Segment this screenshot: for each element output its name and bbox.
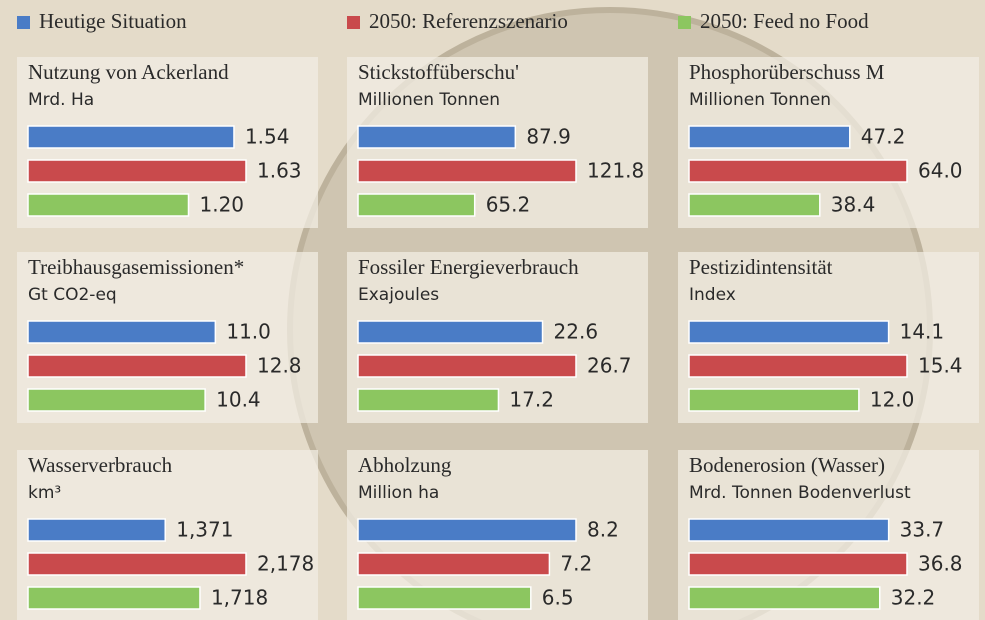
panel-subtitle: Million ha [358,483,439,503]
bar [27,518,166,542]
panel-subtitle: Mrd. Tonnen Bodenverlust [689,483,911,503]
panel-title: Abholzung [358,453,452,477]
bar [357,388,500,412]
value-label: 8.2 [587,518,619,542]
bar [688,388,860,412]
value-label: 12.8 [257,354,302,378]
bar [357,586,532,610]
bar [357,518,577,542]
bar [27,388,206,412]
legend-swatch [678,16,691,29]
legend-label: 2050: Feed no Food [700,9,869,33]
bar [688,518,890,542]
bar [27,354,247,378]
panel-subtitle: km³ [28,483,61,503]
value-label: 87.9 [526,125,571,149]
legend-swatch [17,16,30,29]
bar [27,159,247,183]
panel-subtitle: Gt CO2-eq [28,285,117,305]
value-label: 14.1 [900,320,945,344]
bar [357,354,577,378]
panel-title: Pestizidintensität [689,255,833,279]
value-label: 121.8 [587,159,644,183]
bar [688,354,908,378]
bar [27,320,217,344]
bar [27,586,201,610]
bar [688,159,908,183]
bar [357,125,517,149]
bar [357,193,476,217]
value-label: 22.6 [554,320,599,344]
bar [688,552,908,576]
value-label: 64.0 [918,159,963,183]
value-label: 12.0 [870,388,915,412]
bar [357,552,551,576]
bar [27,193,190,217]
value-label: 10.4 [216,388,261,412]
bar [357,159,577,183]
panel-title: Wasserverbrauch [28,453,173,477]
bar [27,125,235,149]
panel-subtitle: Mrd. Ha [28,90,94,110]
panel-title: Phosphorüberschuss M [689,60,885,84]
panel-subtitle: Index [689,285,736,305]
value-label: 7.2 [560,552,592,576]
value-label: 6.5 [542,586,574,610]
legend-swatch [347,16,360,29]
value-label: 1,371 [176,518,233,542]
bar [357,320,544,344]
panel-title: Bodenerosion (Wasser) [689,453,885,477]
panel-subtitle: Millionen Tonnen [689,90,831,110]
value-label: 47.2 [861,125,906,149]
panel-title: Nutzung von Ackerland [28,60,229,84]
panel-subtitle: Exajoules [358,285,439,305]
value-label: 32.2 [891,586,936,610]
value-label: 1.20 [199,193,244,217]
value-label: 65.2 [486,193,531,217]
bar [688,586,881,610]
value-label: 1.54 [245,125,290,149]
bar [688,193,821,217]
value-label: 38.4 [831,193,876,217]
value-label: 2,178 [257,552,314,576]
panel-subtitle: Millionen Tonnen [358,90,500,110]
value-label: 11.0 [226,320,271,344]
value-label: 1,718 [211,586,268,610]
panel-title: Treibhausgasemissionen* [28,255,244,279]
legend-label: Heutige Situation [39,9,187,33]
value-label: 1.63 [257,159,302,183]
value-label: 15.4 [918,354,963,378]
panel-title: Stickstoffüberschu' [358,60,519,84]
value-label: 36.8 [918,552,963,576]
value-label: 26.7 [587,354,632,378]
panel-title: Fossiler Energieverbrauch [358,255,579,279]
value-label: 33.7 [900,518,945,542]
bar [688,320,890,344]
value-label: 17.2 [509,388,554,412]
bar [27,552,247,576]
legend-label: 2050: Referenzszenario [369,9,568,33]
bar [688,125,851,149]
